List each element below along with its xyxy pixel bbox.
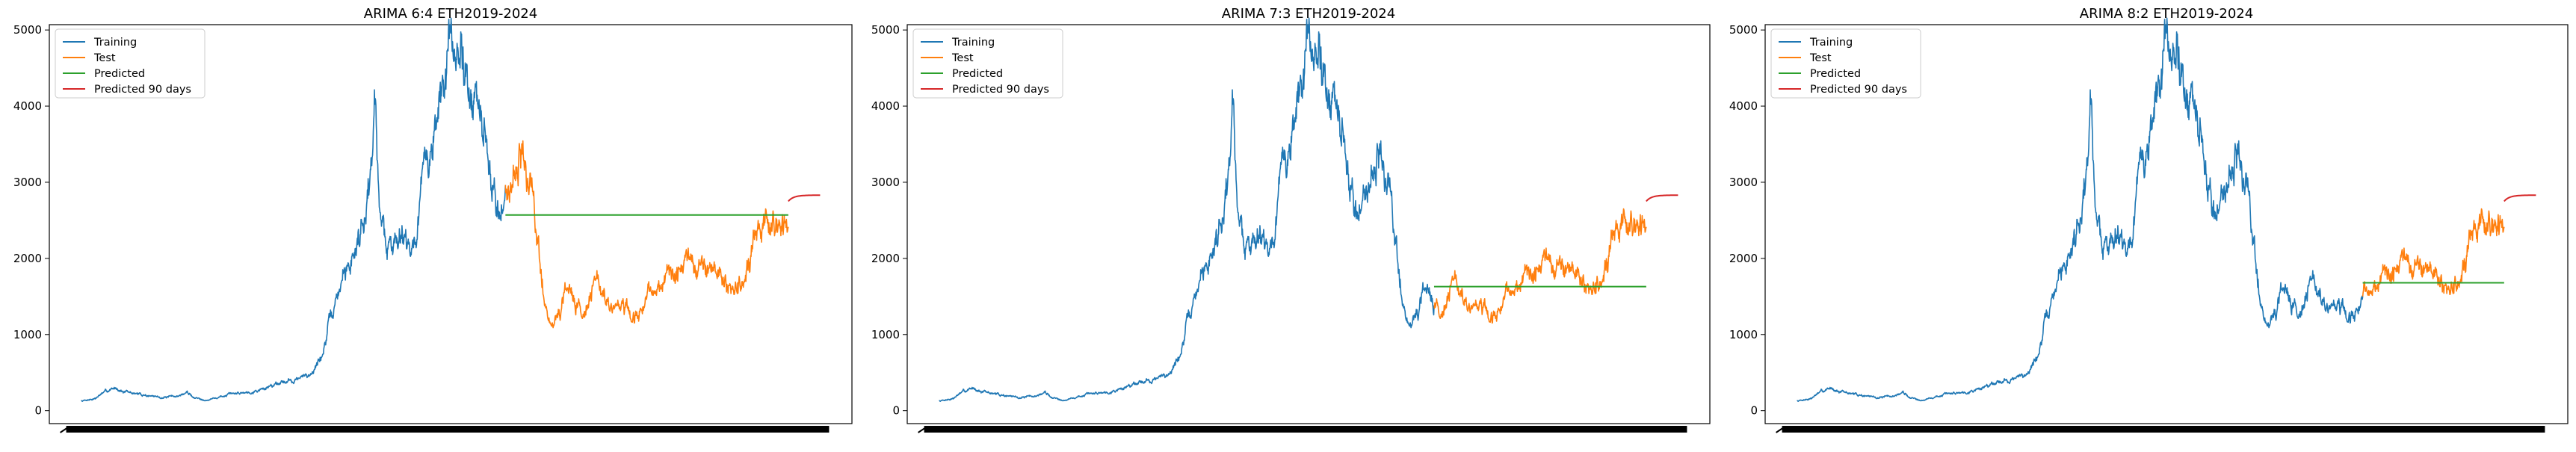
x-tick-labels	[60, 426, 830, 433]
legend-label: Predicted 90 days	[952, 84, 1049, 96]
x-tick-label-start	[1776, 426, 1786, 433]
legend-box	[912, 28, 1063, 99]
legend: Training Test Predicted Predicted 90 days	[1770, 28, 1921, 99]
legend-label: Predicted 90 days	[94, 84, 191, 96]
y-tick-label: 0	[1750, 404, 1758, 418]
y-tick-label: 4000	[1729, 99, 1758, 113]
chart-title: ARIMA 7:3 ETH2019-2024	[1222, 6, 1395, 22]
series-predicted-90-days-line	[1646, 194, 1678, 202]
y-tick-label: 2000	[871, 252, 900, 265]
legend-label: Training	[951, 37, 995, 49]
chart-title: ARIMA 8:2 ETH2019-2024	[2080, 6, 2253, 22]
y-tick-label: 2000	[1729, 252, 1758, 265]
x-tick-label-start	[60, 426, 70, 433]
y-tick-label: 4000	[13, 99, 42, 113]
x-tick-labels	[918, 426, 1687, 433]
y-tick-label: 1000	[1729, 328, 1758, 341]
legend-label: Test	[951, 52, 974, 64]
series-training-line	[939, 17, 1435, 403]
chart-panel-2: ARIMA 7:3 ETH2019-2024 0 1000 2000 3000 4000 5…	[871, 6, 1711, 433]
legend-label: Predicted 90 days	[1810, 84, 1907, 96]
chart-panels: ARIMA 6:4 ETH2019-2024 0 1000 2000 3000 4000 5…	[13, 6, 2569, 433]
legend-label: Test	[1809, 52, 1832, 64]
y-tick-label: 0	[34, 404, 42, 418]
chart-panel-1: ARIMA 6:4 ETH2019-2024 0 1000 2000 3000 4000 5…	[13, 6, 853, 433]
y-tick-label: 3000	[13, 176, 42, 189]
series-predicted-90-days-line	[788, 194, 821, 202]
y-tick-label: 5000	[1729, 23, 1758, 37]
legend: Training Test Predicted Predicted 90 days	[55, 28, 206, 99]
x-tick-label-band	[924, 426, 1687, 433]
legend: Training Test Predicted Predicted 90 days	[912, 28, 1063, 99]
legend-box	[1770, 28, 1921, 99]
y-tick-label: 1000	[13, 328, 42, 341]
legend-label: Test	[93, 52, 116, 64]
x-tick-label-band	[1782, 426, 2545, 433]
y-tick-label: 5000	[871, 23, 900, 37]
legend-label: Predicted	[1810, 68, 1861, 80]
y-tick-label: 3000	[871, 176, 900, 189]
legend-label: Predicted	[952, 68, 1003, 80]
y-tick-label: 4000	[871, 99, 900, 113]
y-tick-label: 1000	[871, 328, 900, 341]
y-tick-label: 0	[892, 404, 900, 418]
series-test-line	[1433, 208, 1647, 324]
legend-label: Predicted	[94, 68, 145, 80]
legend-label: Training	[1809, 37, 1853, 49]
legend-label: Training	[93, 37, 137, 49]
legend-box	[55, 28, 206, 99]
chart-title: ARIMA 6:4 ETH2019-2024	[364, 6, 537, 22]
series-training-line	[81, 17, 507, 403]
x-tick-labels	[1776, 426, 2545, 433]
y-tick-label: 5000	[13, 23, 42, 37]
chart-panel-3: ARIMA 8:2 ETH2019-2024 0 1000 2000 3000 4000 5…	[1729, 6, 2569, 433]
series-predicted-90-days-line	[2504, 194, 2536, 202]
y-tick-label: 3000	[1729, 176, 1758, 189]
series-test-line	[504, 140, 789, 329]
x-tick-label-band	[66, 426, 830, 433]
series-test-line	[2362, 208, 2505, 297]
series-training-line	[1797, 17, 2364, 403]
x-tick-label-start	[918, 426, 928, 433]
y-tick-label: 2000	[13, 252, 42, 265]
